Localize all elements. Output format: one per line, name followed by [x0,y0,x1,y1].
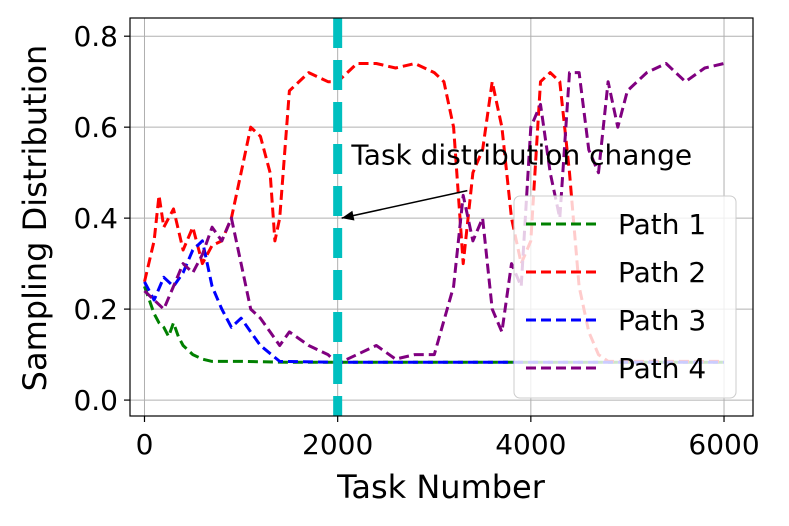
legend-label: Path 1 [618,208,706,241]
y-axis: 0.0 0.2 0.4 0.6 0.8 [73,20,130,417]
y-tick-label: 0.4 [73,202,118,235]
annotation-arrow-head [341,210,355,221]
series-line-path-3 [143,239,724,364]
y-tick-label: 0.2 [73,293,118,326]
series-line-path-4 [143,62,725,366]
x-tick-label: 0 [136,428,154,461]
y-tick-label: 0.0 [73,384,118,417]
annotation-text: Task distribution change [350,139,692,172]
x-axis: 0 2000 4000 6000 [136,416,760,461]
legend: Path 1 Path 2 Path 3 Path 4 [513,195,737,399]
series-line-path-1 [143,285,724,364]
x-axis-title: Task Number [336,468,546,506]
annotation: Task distribution change [341,139,692,221]
annotation-arrow [341,189,468,219]
plot-border [129,17,754,417]
series-line-path-2 [143,62,724,363]
series-layer [143,62,725,366]
y-axis-title: Sampling Distribution [16,45,54,392]
x-tick-label: 6000 [688,428,759,461]
legend-label: Path 2 [618,256,706,289]
legend-label: Path 3 [618,304,706,337]
x-tick-label: 4000 [495,428,566,461]
legend-label: Path 4 [618,352,706,385]
x-tick-label: 2000 [302,428,373,461]
y-tick-label: 0.6 [73,111,118,144]
legend-box [513,195,737,399]
y-tick-label: 0.8 [73,20,118,53]
